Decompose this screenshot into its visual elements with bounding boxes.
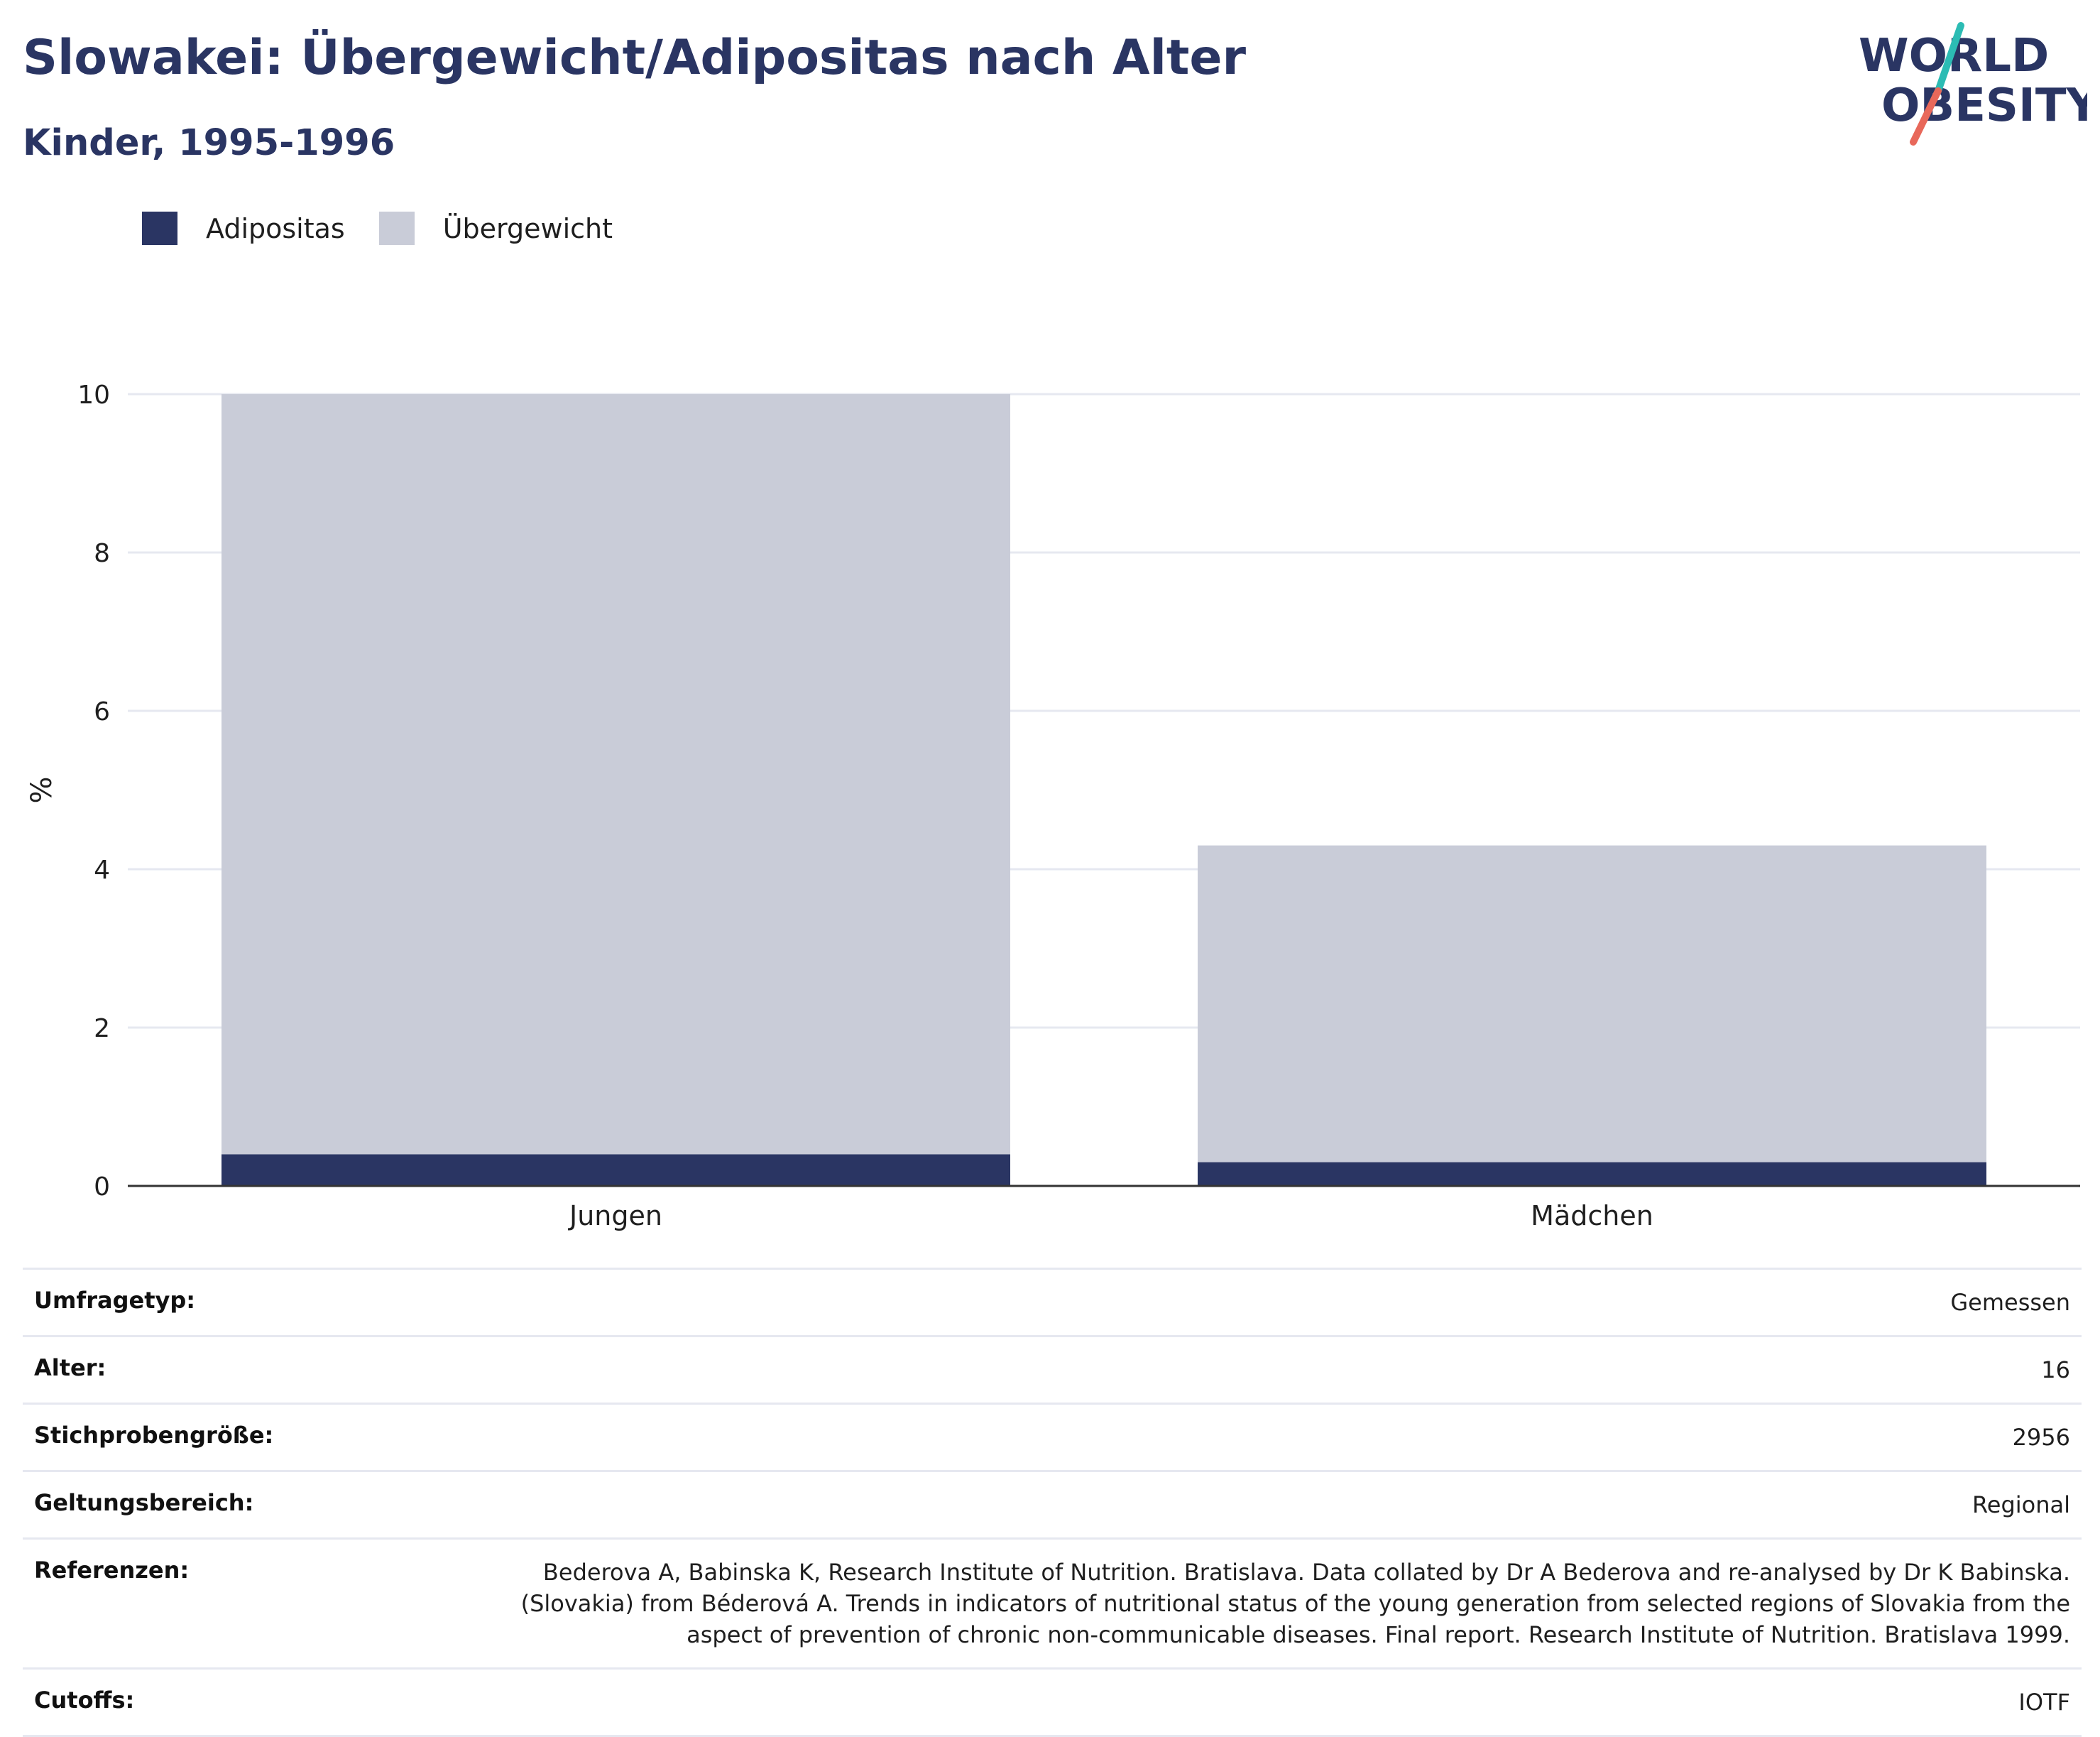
metadata-row: Stichprobengröße: 2956 (23, 1403, 2082, 1471)
y-tick-label: 8 (94, 539, 110, 568)
metadata-row: Alter: 16 (23, 1335, 2082, 1404)
bar-adipositas-m-dchen (1198, 1162, 1986, 1186)
legend-item-uebergewicht[interactable]: Übergewicht (378, 212, 613, 245)
reference-line: Bederova A, Babinska K, Research Institu… (542, 1559, 2070, 1586)
x-tick-label: Mädchen (1531, 1200, 1653, 1231)
y-tick-label: 4 (94, 856, 110, 885)
page-title: Slowakei: Übergewicht/Adipositas nach Al… (23, 30, 1247, 86)
metadata-row: Geltungsbereich: Regional (23, 1470, 2082, 1539)
legend-label-adipositas: Adipositas (206, 212, 345, 244)
y-tick-label: 0 (94, 1172, 110, 1202)
metadata-key: Cutoffs: (23, 1667, 400, 1737)
metadata-key: Stichprobengröße: (23, 1403, 400, 1471)
metadata-value: 2956 (400, 1403, 2082, 1471)
bar-adipositas-jungen (222, 1154, 1010, 1186)
y-tick-label: 10 (77, 381, 110, 410)
page-subtitle: Kinder, 1995-1996 (23, 122, 395, 164)
legend-swatch-uebergewicht (378, 212, 415, 245)
metadata-value: 16 (400, 1335, 2082, 1404)
world-obesity-logo: WORLD OBESITY (1859, 22, 2087, 146)
reference-line: aspect of prevention of chronic non-comm… (687, 1621, 2070, 1648)
reference-line: (Slovakia) from Béderová A. Trends in in… (520, 1590, 2070, 1617)
logo-slash-top (1935, 22, 1964, 94)
logo-text-obesity: OBESITY (1881, 80, 2087, 132)
legend-label-uebergewicht: Übergewicht (442, 212, 613, 244)
metadata-key: Referenzen: (23, 1537, 400, 1669)
metadata-value: Regional (400, 1470, 2082, 1539)
metadata-key: Geltungsbereich: (23, 1470, 400, 1539)
metadata-row: Umfragetyp: Gemessen (23, 1268, 2082, 1336)
logo-slash-bottom (1910, 87, 1942, 146)
metadata-row: Cutoffs: IOTF (23, 1667, 2082, 1737)
chart-legend: Adipositas Übergewicht (142, 212, 647, 245)
metadata-row: Referenzen: Bederova A, Babinska K, Resea… (23, 1537, 2082, 1669)
metadata-key: Alter: (23, 1335, 400, 1404)
bar-chart: 0 2 4 6 8 10% Jungen Mädchen (26, 381, 2080, 1231)
metadata-value: Gemessen (400, 1268, 2082, 1336)
metadata-value: Bederova A, Babinska K, Research Institu… (400, 1537, 2082, 1669)
bar--bergewicht-jungen (222, 394, 1010, 1155)
legend-swatch-adipositas (142, 212, 177, 245)
metadata-table: Umfragetyp: Gemessen Alter: 16 Stichprobengr… (23, 1268, 2082, 1737)
legend-item-adipositas[interactable]: Adipositas (142, 212, 345, 245)
bar--bergewicht-m-dchen (1198, 845, 1986, 1162)
y-tick-label: 6 (94, 697, 110, 726)
metadata-value: IOTF (400, 1667, 2082, 1737)
y-tick-label: 2 (94, 1014, 110, 1043)
metadata-key: Umfragetyp: (23, 1268, 400, 1336)
y-axis-label: % (26, 776, 58, 803)
x-tick-label: Jungen (568, 1200, 662, 1231)
